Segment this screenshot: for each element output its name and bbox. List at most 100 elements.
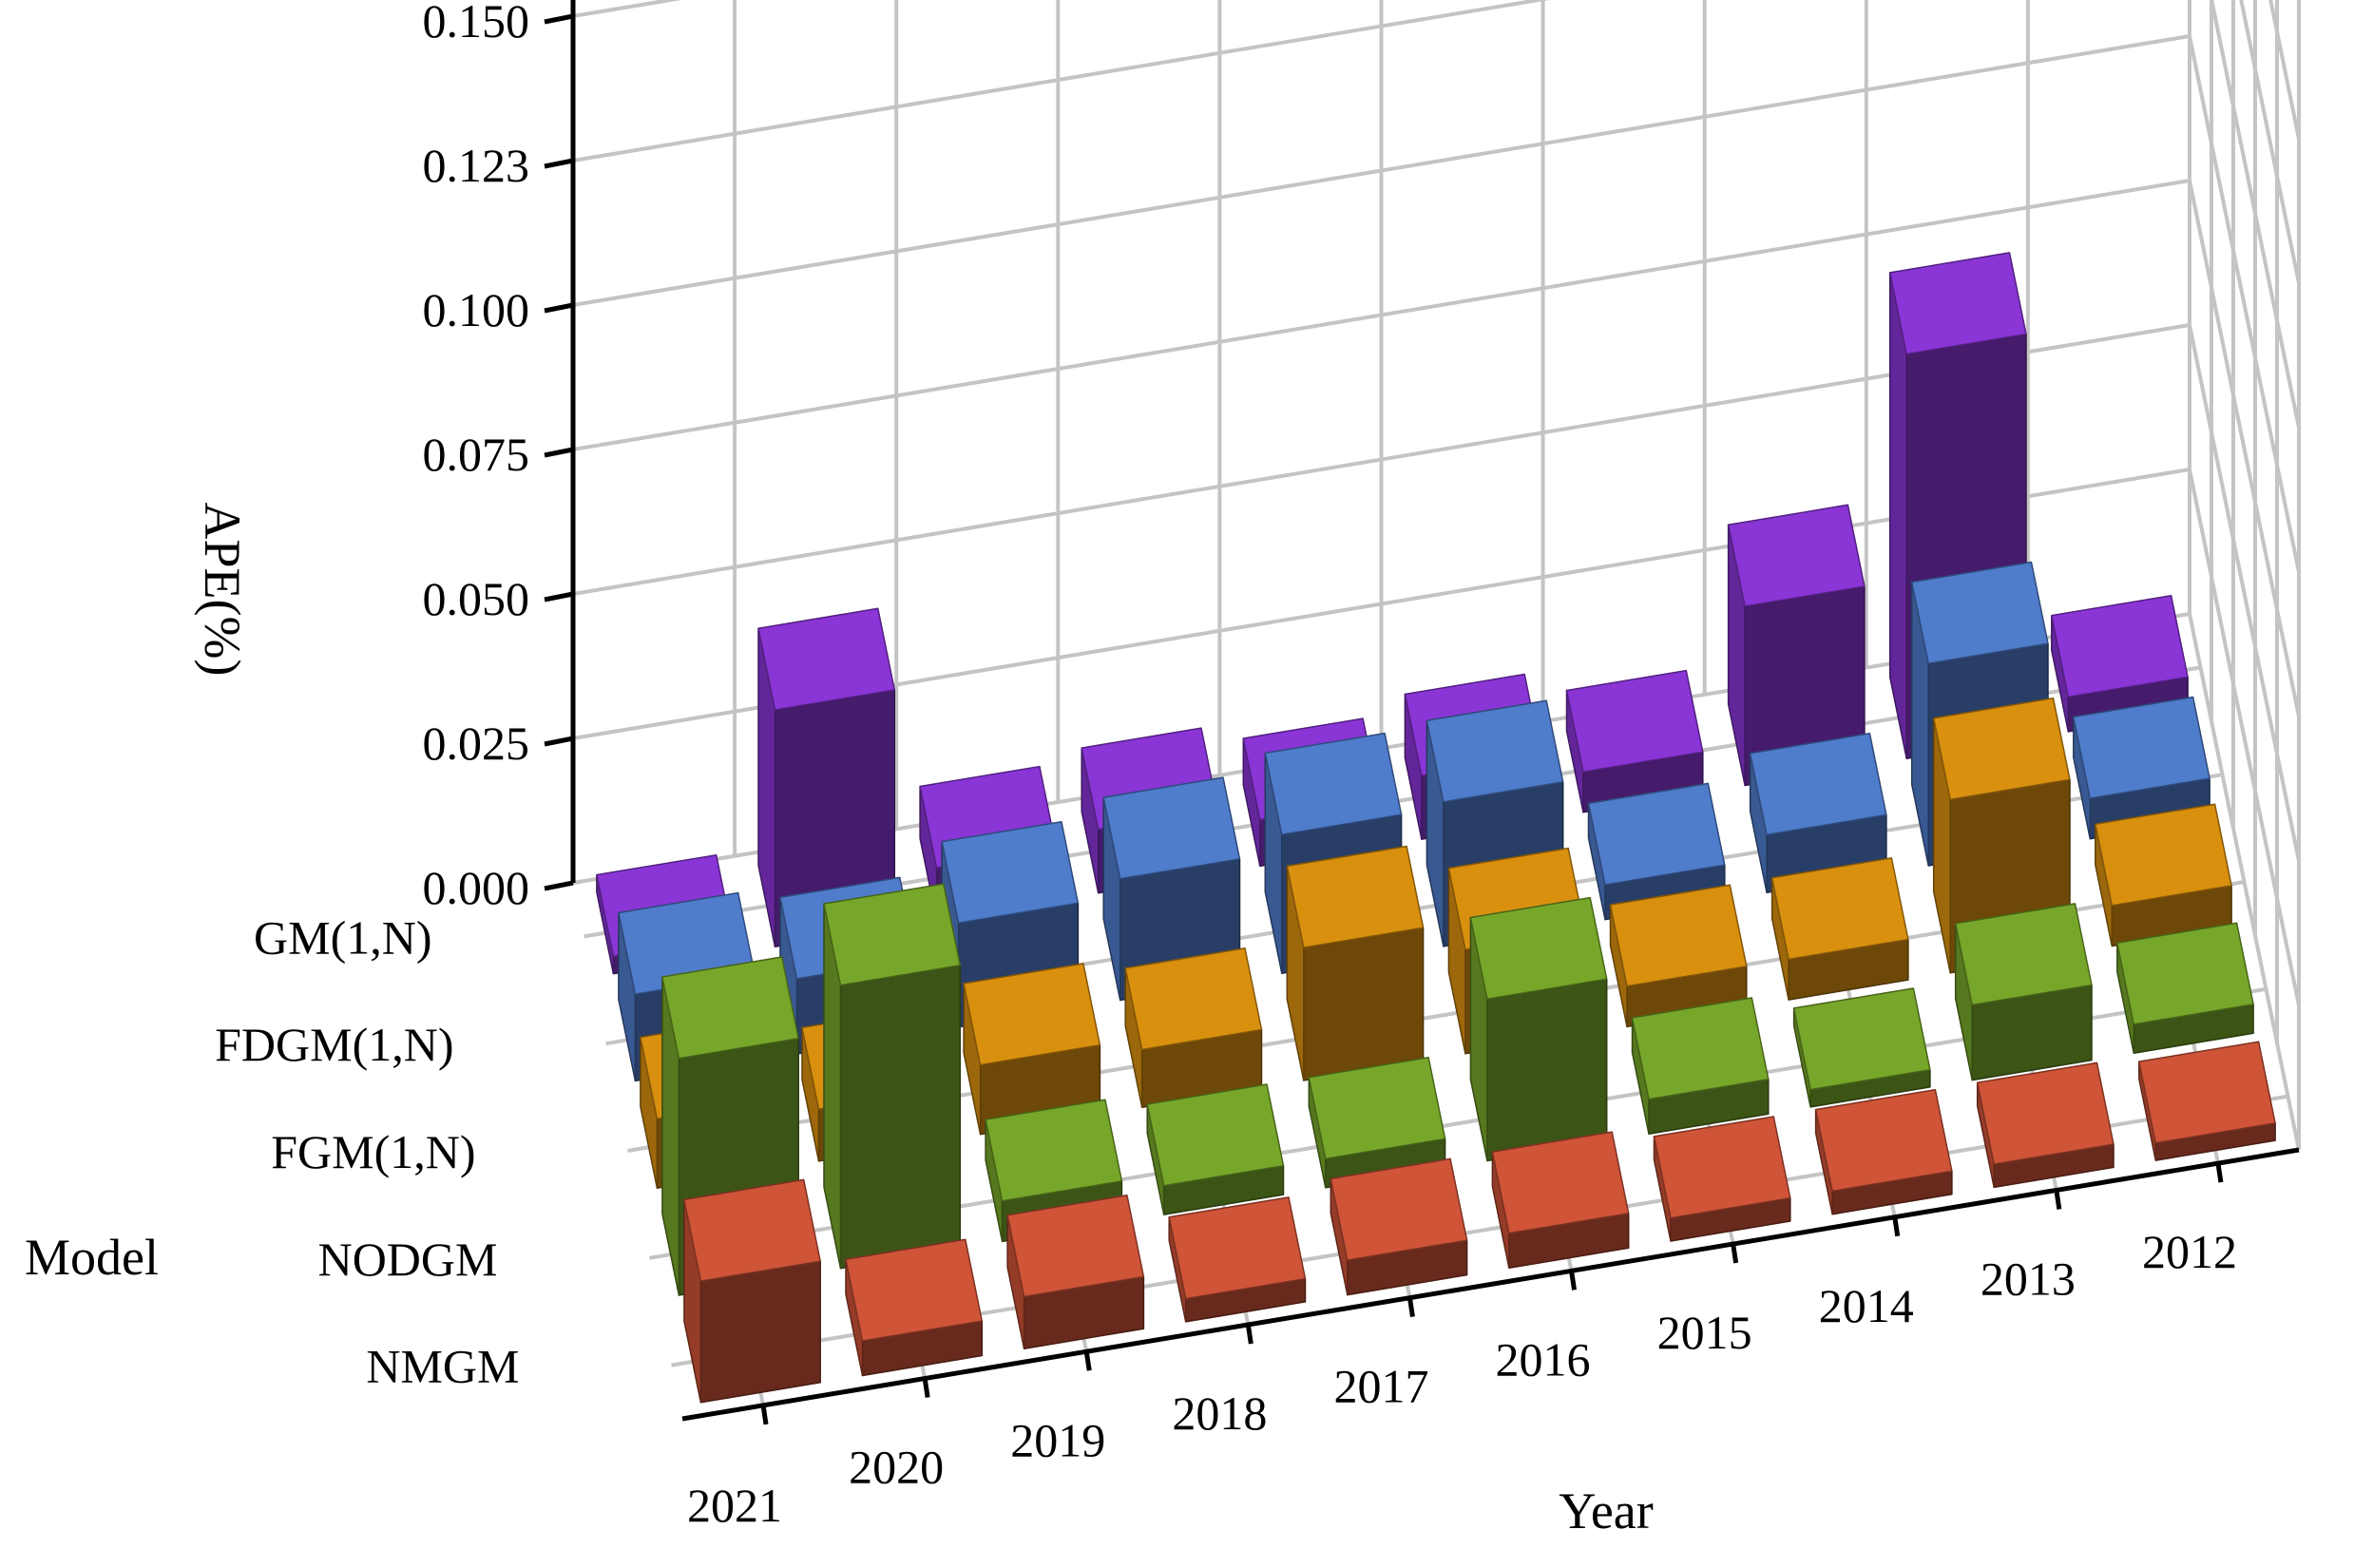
bar-top-face [1491,1131,1630,1234]
bar-front-face [699,1260,821,1404]
x-tick-label: 2018 [1172,1386,1267,1440]
bar-nodgm-2014 [1792,987,1931,1108]
z-tick-mark [544,880,574,891]
bar-fdgm1n-2015 [1587,782,1726,921]
x-axis-title: Year [1559,1482,1654,1539]
bar-front-face [1303,927,1425,1081]
bar-top-face [1932,697,2071,801]
bar-nodgm-2013 [1954,903,2093,1081]
z-tick-mark [544,158,574,169]
bar-top-face [1168,1196,1307,1300]
z-axis-title: APE(%) [194,503,251,677]
bar-top-face [823,883,962,986]
bar-front-face [839,965,962,1270]
bar-nmgm-2019 [1006,1195,1145,1349]
side-wall-hline [2239,0,2301,284]
z-tick-mark [544,447,574,458]
side-wall-hline [2188,468,2301,1006]
z-tick-mark [544,591,574,602]
x-tick-label: 2019 [1010,1413,1105,1466]
bar-nmgm-2015 [1653,1116,1791,1242]
x-tick-mark [2054,1190,2062,1210]
bar-top-face [2073,696,2210,799]
x-tick-label: 2014 [1819,1279,1914,1332]
bar-top-face [1426,699,1564,803]
x-tick-label: 2013 [1981,1252,2076,1305]
bar-top-face [1264,732,1403,836]
bar-top-face [1631,997,1770,1100]
bar-top-face [1814,1088,1953,1193]
bar-top-face [1653,1116,1791,1219]
z-tick-label: 0.000 [423,861,530,914]
bar-nmgm-2017 [1330,1157,1468,1296]
z-tick-mark [544,13,574,25]
bar-top-face [661,956,799,1060]
bar-nodgm-2018 [1146,1083,1285,1215]
bar-nodgm-2015 [1631,997,1770,1135]
bar-top-face [757,607,896,711]
bar-top-face [1286,845,1425,948]
x-tick-mark [1731,1243,1739,1264]
bar-top-face [1587,782,1726,886]
x-tick-label: 2016 [1496,1332,1591,1386]
z-tick-label: 0.050 [423,572,530,625]
side-wall-hline [2188,180,2301,717]
x-tick-label: 2015 [1657,1306,1752,1359]
bar-nmgm-2020 [845,1238,984,1377]
bar-top-face [1124,947,1263,1051]
x-tick-label: 2012 [2142,1225,2237,1278]
bar-top-face [1146,1083,1285,1187]
bar-top-face [1609,884,1748,987]
side-wall-hline [2188,35,2301,573]
bar-top-face [1792,987,1931,1091]
x-tick-mark [922,1378,930,1398]
side-wall-hline [2210,0,2301,429]
z-tick-mark [544,736,574,747]
side-wall-hline [2188,324,2301,862]
y-tick-label: GM(1,N) [254,910,431,964]
y-tick-label: FGM(1,N) [271,1125,475,1178]
bar-nodgm-2016 [1469,896,1608,1162]
x-axis-line [681,1147,2300,1422]
bar-top-face [2138,1041,2276,1144]
bar-nmgm-2018 [1168,1196,1307,1323]
bar-nmgm-2013 [1976,1061,2115,1189]
bar-top-face [2095,803,2232,907]
bar-top-face [1330,1157,1468,1261]
y-tick-label: NMGM [366,1340,519,1393]
bar-nodgm-2012 [2116,922,2254,1055]
bar-fgm1n-2018 [1124,947,1263,1109]
y-axis-title: Model [25,1229,159,1286]
side-wall-hline [2268,0,2301,140]
bar-top-face [1308,1056,1446,1160]
x-tick-mark [1245,1324,1253,1345]
bar-nodgm-2020 [823,883,962,1270]
y-tick-label: FDGM(1,N) [215,1018,453,1071]
bar-top-face [1749,733,1887,836]
bar-side-face [1888,272,1907,759]
x-tick-mark [1569,1270,1578,1291]
x-tick-mark [1083,1350,1092,1371]
bar-fgm1n-2017 [1286,845,1425,1081]
bar-top-face [1469,896,1608,1000]
z-tick-label: 0.150 [423,0,530,48]
bar-top-face [1006,1195,1145,1298]
z-tick-label: 0.075 [423,428,530,481]
labels: Year Model APE(%) 2021 2020 2019 2018 2017 20… [25,0,2237,1539]
back-wall-hline [572,179,2191,451]
bars [596,252,2276,1404]
bar-top-face [1565,669,1704,773]
x-tick-mark [2215,1162,2224,1183]
bar-nmgm-2012 [2138,1041,2276,1161]
bar-top-face [1976,1061,2115,1165]
axes [544,0,2300,1425]
x-tick-mark [1892,1216,1901,1237]
x-tick-mark [760,1405,769,1425]
bar-top-face [1910,561,2049,664]
bar-fgm1n-2014 [1770,857,1909,1001]
bar-top-face [1727,504,1866,607]
z-tick-label: 0.025 [423,717,530,770]
z-tick-mark [544,302,574,314]
bar-top-face [1770,857,1909,961]
